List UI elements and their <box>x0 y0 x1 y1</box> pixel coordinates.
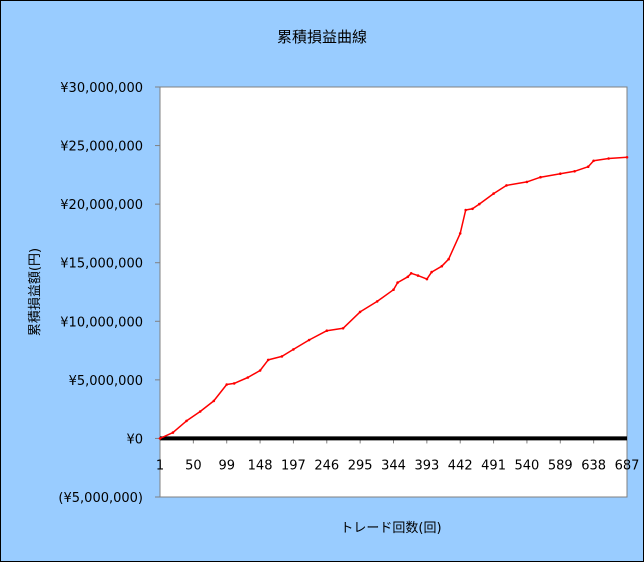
series-point <box>158 437 162 440</box>
x-tick-label: 246 <box>314 458 339 473</box>
series-point <box>280 355 284 358</box>
y-tick-label: (¥5,000,000) <box>58 491 143 506</box>
series-point <box>416 274 420 277</box>
series-point <box>430 270 433 274</box>
series-point <box>307 338 311 342</box>
series-point <box>375 300 379 303</box>
series-point <box>464 208 468 212</box>
series-point <box>592 159 595 163</box>
series-point <box>246 376 250 379</box>
x-tick-label: 638 <box>581 458 606 473</box>
series-point <box>525 180 529 184</box>
series-point <box>409 272 413 275</box>
series-point <box>406 275 410 279</box>
series-point <box>258 369 262 372</box>
series-point <box>440 264 444 268</box>
y-axis-title: 累積損益額(円) <box>28 248 43 336</box>
y-tick-label: ¥30,000,000 <box>60 81 143 96</box>
x-tick-label: 589 <box>548 458 573 473</box>
series-point <box>171 431 175 434</box>
x-tick-label: 442 <box>448 458 473 473</box>
y-tick-label: ¥5,000,000 <box>69 374 143 389</box>
series-point <box>185 419 188 423</box>
plot-area <box>159 86 628 498</box>
x-tick-label: 99 <box>218 458 235 473</box>
x-tick-label: 344 <box>381 458 406 473</box>
series-point <box>573 170 576 173</box>
series-point <box>325 329 329 333</box>
series-point <box>447 257 450 261</box>
y-tick-label: ¥15,000,000 <box>60 257 143 272</box>
series-point <box>198 410 202 413</box>
x-axis-title: トレード回数(回) <box>340 521 441 536</box>
x-tick-label: 393 <box>414 458 439 473</box>
series-point <box>478 202 481 206</box>
series-line <box>159 156 628 440</box>
series-point <box>266 358 270 362</box>
series-point <box>539 175 542 179</box>
series-point <box>341 327 345 330</box>
x-tick-label: 197 <box>281 458 306 473</box>
series-point <box>458 232 462 235</box>
x-tick-label: 1 <box>156 458 164 473</box>
x-tick-label: 148 <box>248 458 273 473</box>
series-point <box>559 172 562 175</box>
series-point <box>471 207 474 211</box>
x-tick-label: 491 <box>481 458 506 473</box>
y-tick-label: ¥10,000,000 <box>60 315 143 330</box>
y-tick-label: ¥20,000,000 <box>60 198 143 213</box>
series-point <box>292 348 295 351</box>
series-point <box>492 192 495 195</box>
series-point <box>625 156 629 159</box>
series-point <box>392 288 395 292</box>
series-point <box>607 157 610 160</box>
y-tick-label: ¥25,000,000 <box>60 140 143 155</box>
y-axis-ticks: (¥5,000,000) ¥0 ¥5,000,000 ¥10,000,000 ¥15,0… <box>58 81 160 506</box>
series-layer <box>158 156 629 440</box>
x-tick-label: 687 <box>615 458 640 473</box>
x-tick-label: 50 <box>185 458 202 473</box>
series-point <box>212 399 216 403</box>
series-point <box>232 382 236 385</box>
x-tick-label: 295 <box>348 458 373 473</box>
x-tick-label: 540 <box>515 458 540 473</box>
chart-title: 累積損益曲線 <box>277 28 367 46</box>
series-point <box>586 165 590 168</box>
y-tick-label: ¥0 <box>126 432 143 447</box>
series-point <box>225 383 228 386</box>
series-point <box>505 184 508 187</box>
series-point <box>358 310 362 314</box>
series-point <box>396 281 399 284</box>
series-point <box>425 277 429 281</box>
